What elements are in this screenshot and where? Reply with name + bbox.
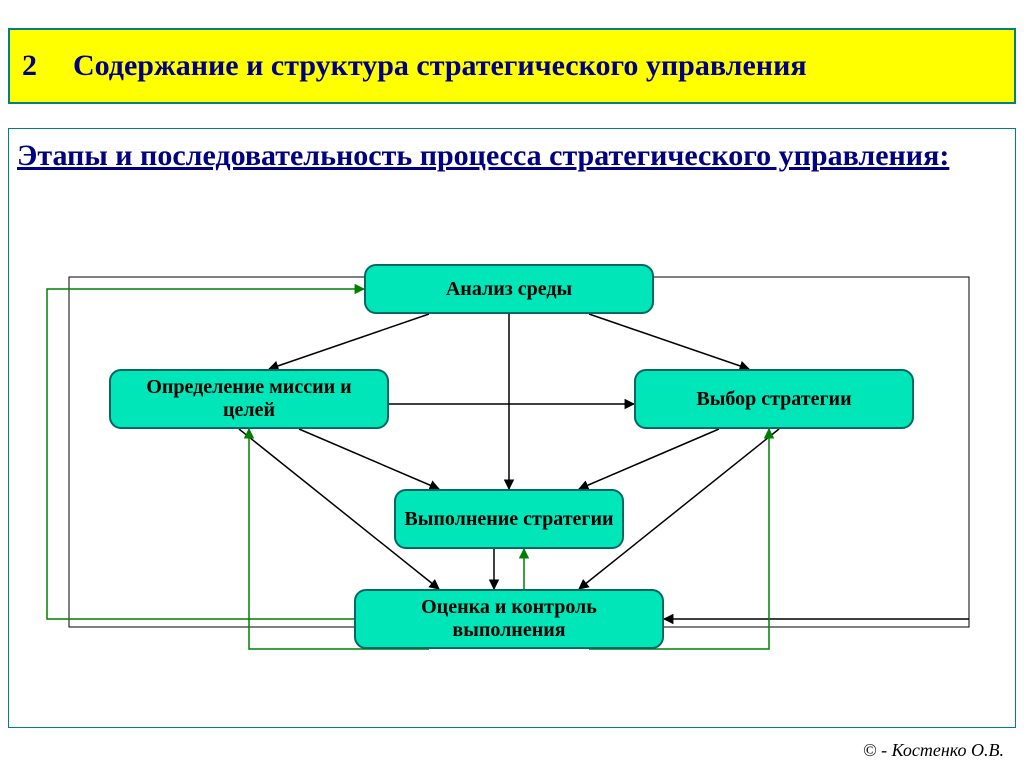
edge-n3-n4 bbox=[579, 429, 719, 489]
footer-credit: © - Костенко О.В. bbox=[863, 740, 1004, 761]
node-n5: Оценка и контроль выполнения bbox=[354, 589, 664, 649]
node-n4: Выполнение стратегии bbox=[394, 489, 624, 549]
content-frame: Этапы и последовательность процесса стра… bbox=[8, 128, 1016, 728]
edge-n2-n4 bbox=[299, 429, 439, 489]
section-title: Содержание и структура стратегического у… bbox=[73, 49, 807, 84]
edge-n1-n2 bbox=[269, 314, 429, 369]
node-n1: Анализ среды bbox=[364, 264, 654, 314]
section-title-bar: 2 Содержание и структура стратегического… bbox=[8, 28, 1016, 104]
node-n3: Выбор стратегии bbox=[634, 369, 914, 429]
edge-n1-n3 bbox=[589, 314, 749, 369]
section-number: 2 bbox=[22, 49, 37, 83]
flowchart-diagram: Анализ средыОпределение миссии и целейВы… bbox=[9, 129, 1015, 727]
node-n2: Определение миссии и целей bbox=[109, 369, 389, 429]
edge-n5-n1 bbox=[47, 289, 364, 619]
page: 2 Содержание и структура стратегического… bbox=[0, 0, 1024, 767]
